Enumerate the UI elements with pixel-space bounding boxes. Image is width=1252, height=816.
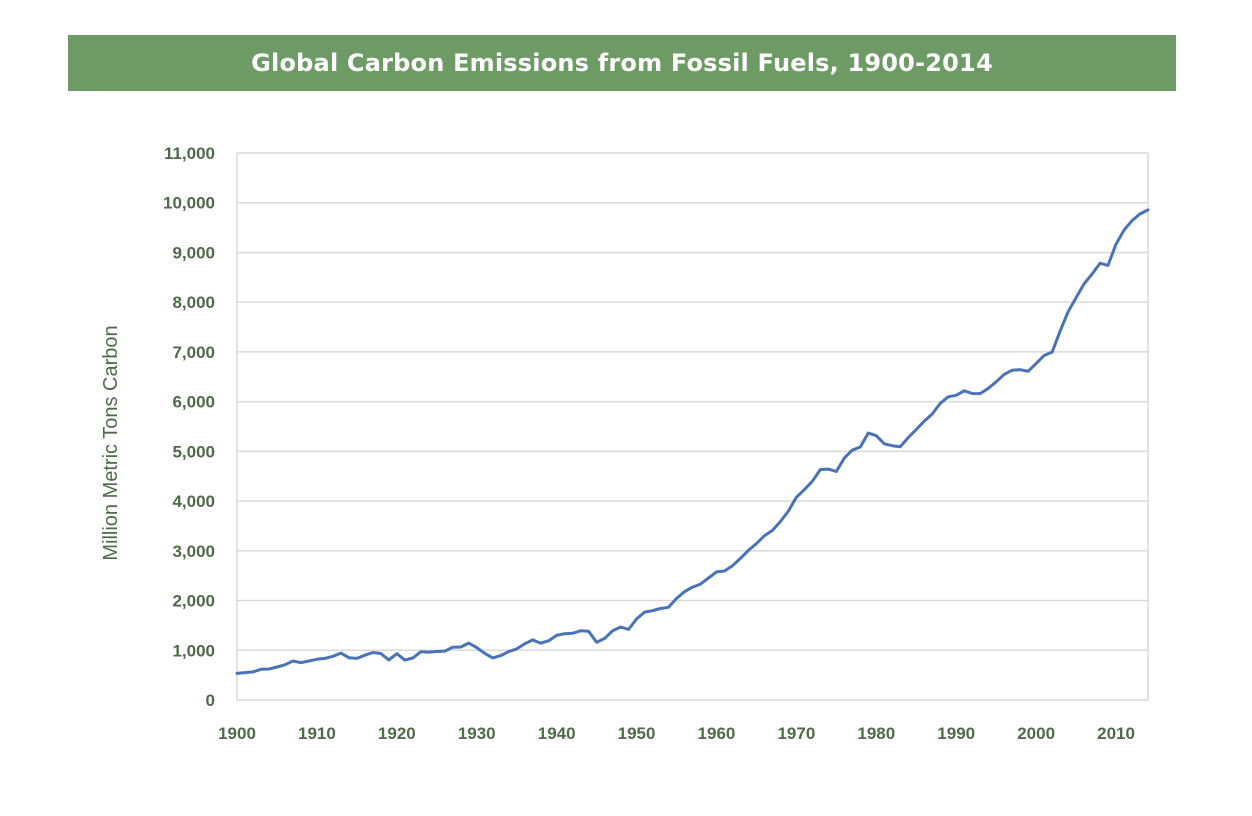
y-tick-label: 11,000 [164, 144, 215, 163]
y-tick-label: 8,000 [172, 293, 215, 312]
x-tick-label: 1900 [218, 724, 256, 743]
y-tick-label: 2,000 [172, 592, 215, 611]
x-tick-label: 1930 [458, 724, 496, 743]
chart-title: Global Carbon Emissions from Fossil Fuel… [251, 49, 993, 77]
y-axis-title: Million Metric Tons Carbon [100, 325, 122, 560]
y-tick-label: 7,000 [172, 343, 215, 362]
x-tick-label: 2010 [1097, 724, 1135, 743]
x-tick-label: 1940 [538, 724, 576, 743]
series-line [235, 208, 1150, 675]
y-tick-label: 6,000 [172, 393, 215, 412]
y-tick-label: 0 [206, 691, 215, 710]
y-tick-label: 1,000 [172, 641, 215, 660]
gridlines [236, 152, 1149, 701]
chart-title-bar: Global Carbon Emissions from Fossil Fuel… [68, 35, 1176, 91]
x-tick-label: 1980 [857, 724, 895, 743]
series-lines [235, 208, 1150, 675]
x-tick-label: 1920 [378, 724, 416, 743]
y-tick-label: 3,000 [172, 542, 215, 561]
y-tick-label: 10,000 [163, 194, 215, 213]
x-tick-label: 1990 [937, 724, 975, 743]
x-tick-label: 1960 [698, 724, 736, 743]
x-tick-label: 1910 [298, 724, 336, 743]
x-tick-label: 1950 [618, 724, 656, 743]
x-tick-label: 2000 [1017, 724, 1055, 743]
x-axis-tick-labels: 1900 1910 1920 1930 1940 1950 1960 1970 1980 1990… [218, 724, 1135, 743]
y-tick-label: 4,000 [172, 492, 215, 511]
y-tick-label: 9,000 [172, 243, 215, 262]
x-tick-label: 1970 [777, 724, 815, 743]
y-axis-tick-labels: 0 1,000 2,000 3,000 4,000 5,000 6,000 7,000 8,00… [163, 144, 215, 710]
y-tick-label: 5,000 [172, 442, 215, 461]
